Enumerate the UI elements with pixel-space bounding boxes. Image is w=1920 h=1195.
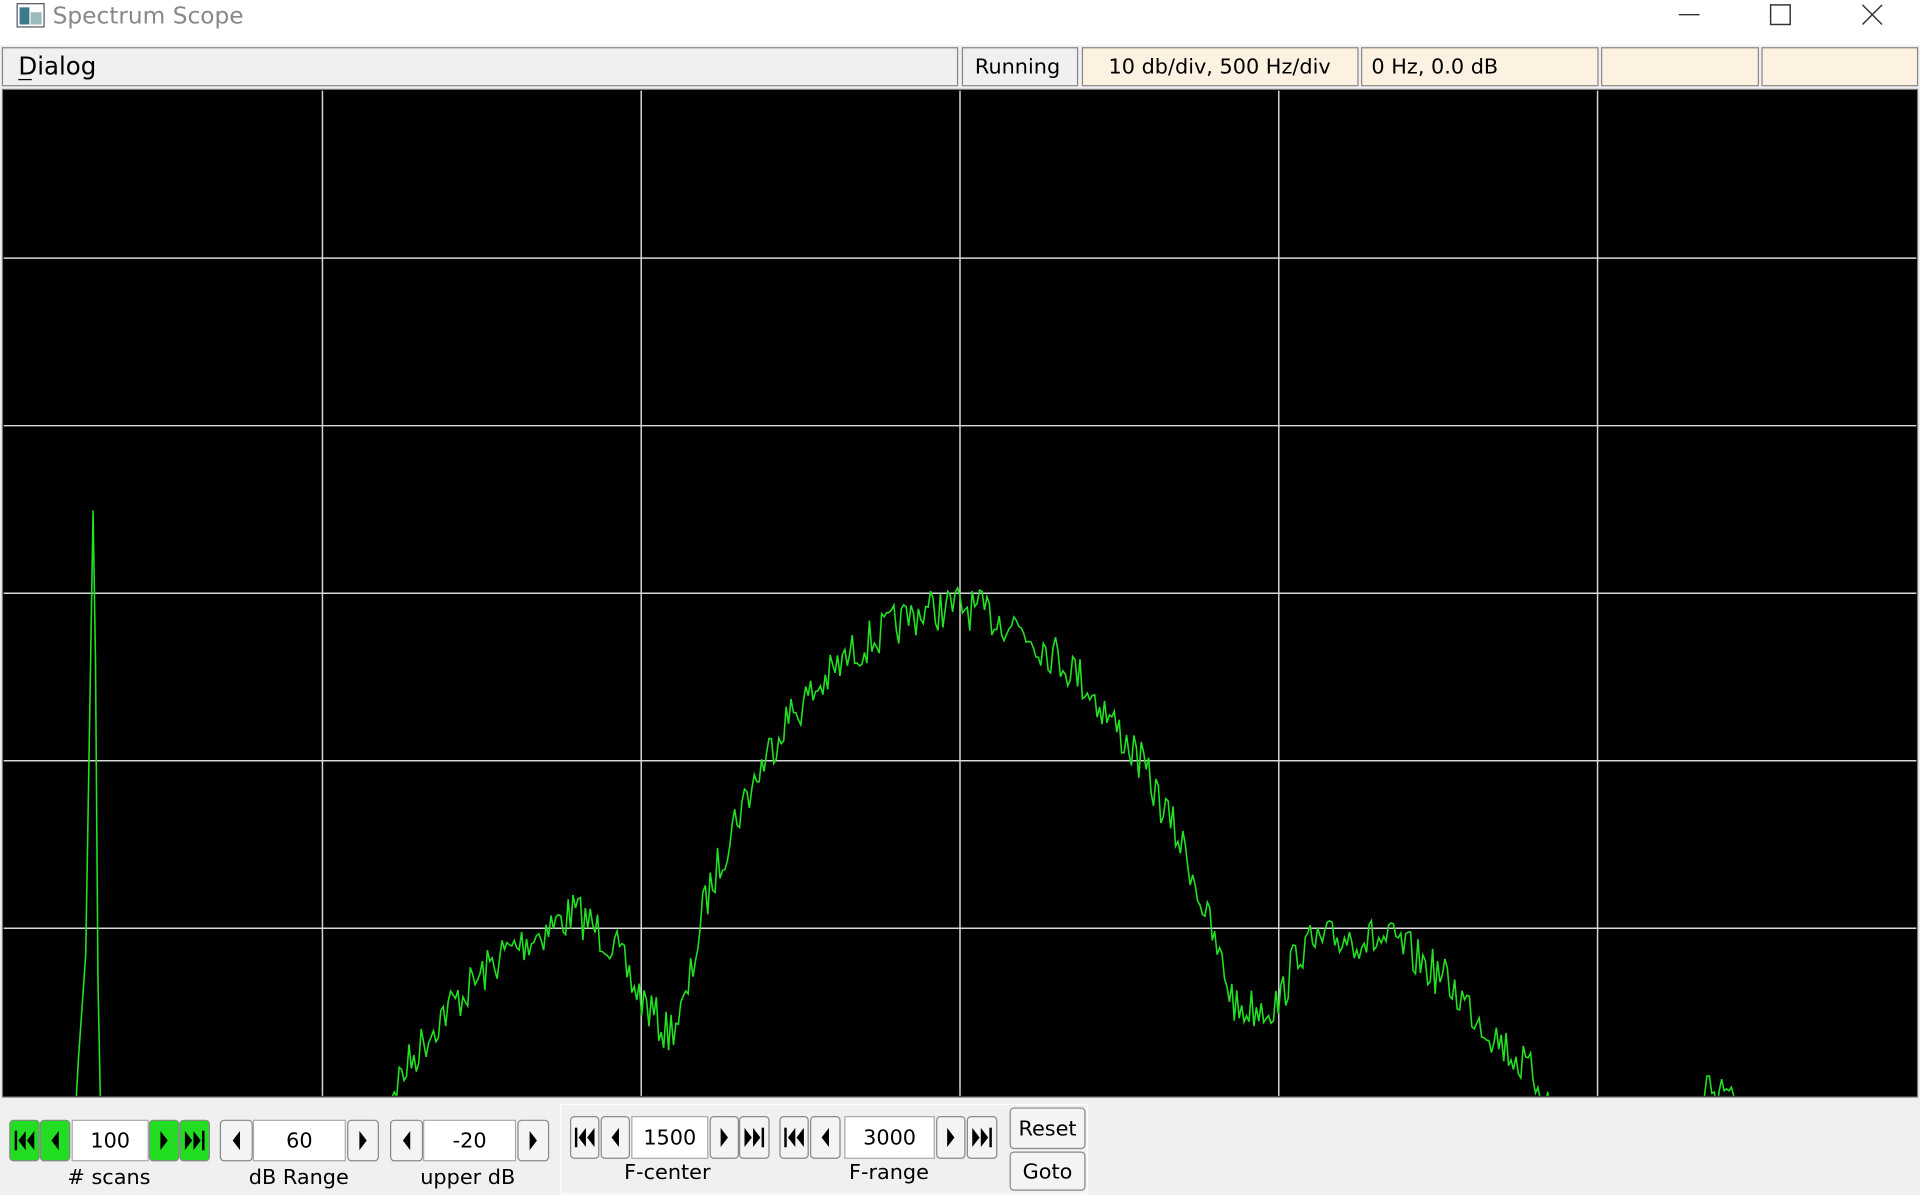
arrow-button[interactable]: [936, 1116, 966, 1159]
arrow-button[interactable]: [738, 1116, 770, 1159]
arrow-glyph: [784, 1127, 787, 1148]
arrow-glyph: [587, 1127, 595, 1148]
arrow-button[interactable]: [9, 1119, 40, 1162]
arrow-glyph: [753, 1127, 761, 1148]
title-bar: [0, 0, 1920, 46]
arrow-glyph: [796, 1127, 804, 1148]
arrow-glyph: [160, 1130, 168, 1151]
arrow-button[interactable]: [600, 1116, 630, 1159]
value-text: 100: [90, 1129, 130, 1153]
value-field[interactable]: [71, 1119, 149, 1162]
arrow-glyph: [574, 1127, 578, 1148]
arrow-glyph: [980, 1127, 989, 1148]
arrow-button[interactable]: [517, 1119, 550, 1162]
value-text: -20: [453, 1129, 487, 1153]
arrow-glyph: [14, 1130, 18, 1151]
status-text: 10 db/div, 500 Hz/div: [1109, 54, 1331, 78]
arrow-button[interactable]: [390, 1119, 424, 1162]
arrow-glyph: [947, 1127, 955, 1148]
arrow-glyph: [578, 1127, 586, 1148]
arrow-button[interactable]: [709, 1116, 739, 1159]
value-text: 60: [286, 1129, 312, 1153]
control-label: dB Range: [249, 1165, 349, 1189]
arrow-glyph: [26, 1130, 35, 1151]
arrow-glyph: [989, 1127, 992, 1148]
arrow-glyph: [611, 1127, 619, 1148]
close-button[interactable]: [1861, 4, 1883, 26]
arrow-button[interactable]: [347, 1119, 379, 1162]
arrow-glyph: [529, 1130, 537, 1151]
push-button[interactable]: [1009, 1151, 1086, 1191]
arrow-button[interactable]: [39, 1119, 71, 1162]
status-text: Running: [975, 54, 1060, 78]
value-field[interactable]: [844, 1116, 935, 1159]
arrow-glyph: [787, 1127, 796, 1148]
status-box: [1761, 47, 1919, 87]
button-label: Reset: [1018, 1116, 1076, 1140]
arrow-glyph: [232, 1130, 240, 1151]
arrow-glyph: [18, 1130, 26, 1151]
value-text: 3000: [863, 1126, 916, 1150]
arrow-glyph: [761, 1127, 765, 1148]
value-text: 1500: [643, 1126, 696, 1150]
arrow-button[interactable]: [219, 1119, 253, 1162]
push-button[interactable]: [1009, 1107, 1086, 1150]
arrow-button[interactable]: [966, 1116, 998, 1159]
arrow-glyph: [821, 1127, 829, 1148]
menu-label[interactable]: Dialog: [18, 51, 96, 80]
control-label: F-range: [849, 1160, 929, 1184]
control-label: # scans: [67, 1165, 150, 1189]
arrow-glyph: [359, 1130, 367, 1151]
arrow-glyph: [193, 1130, 201, 1151]
scope-grid: [3, 90, 1917, 1096]
arrow-button[interactable]: [179, 1119, 210, 1162]
arrow-glyph: [972, 1127, 980, 1148]
value-field[interactable]: [631, 1116, 709, 1159]
value-field[interactable]: [423, 1119, 517, 1162]
app-icon: [16, 3, 45, 28]
control-label: F-center: [624, 1160, 711, 1184]
arrow-glyph: [51, 1130, 59, 1151]
spectrum-trace: [75, 510, 1735, 1096]
arrow-button[interactable]: [779, 1116, 809, 1159]
controls: 100 # scans 60 dB Range -20 upper dB 1500 F-cen…: [9, 1107, 1086, 1191]
status-box: [1601, 47, 1759, 87]
arrow-button[interactable]: [148, 1119, 180, 1162]
arrow-glyph: [184, 1130, 193, 1151]
menu-box: [1, 47, 959, 87]
arrow-button[interactable]: [810, 1116, 841, 1159]
status-box: [1081, 47, 1359, 87]
status-box: [961, 47, 1079, 87]
window-title: Spectrum Scope: [53, 3, 244, 30]
control-label: upper dB: [420, 1165, 515, 1189]
value-field[interactable]: [252, 1119, 346, 1162]
status-box: [1361, 47, 1599, 87]
arrow-glyph: [744, 1127, 752, 1148]
arrow-glyph: [202, 1130, 205, 1151]
button-label: Goto: [1023, 1159, 1073, 1183]
maximize-button[interactable]: [1769, 4, 1791, 26]
status-text: 0 Hz, 0.0 dB: [1371, 54, 1498, 78]
arrow-button[interactable]: [570, 1116, 600, 1159]
arrow-glyph: [720, 1127, 728, 1148]
arrow-glyph: [402, 1130, 411, 1151]
